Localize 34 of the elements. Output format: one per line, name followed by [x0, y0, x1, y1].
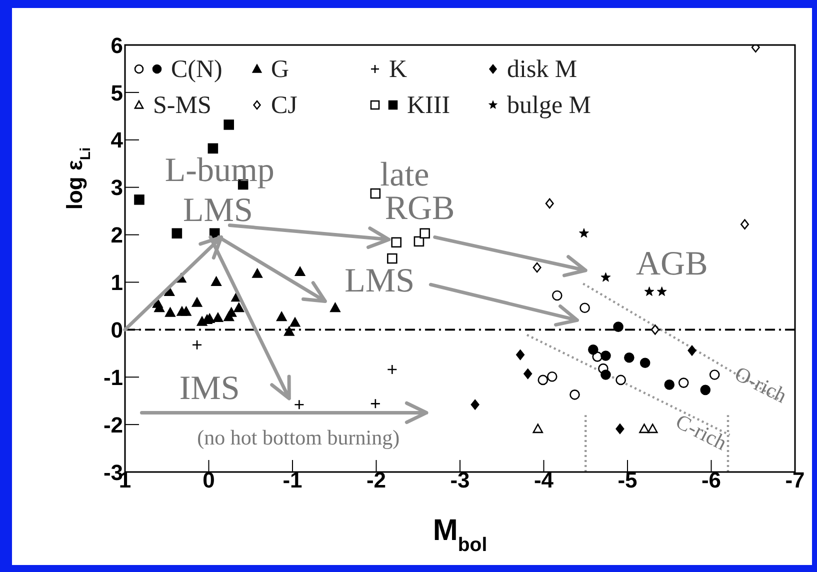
- x-tick-label: -3: [450, 468, 470, 493]
- y-tick-label: 1: [110, 270, 123, 296]
- annotation: (no hot bottom burning): [197, 426, 400, 450]
- legend-label: K: [389, 56, 408, 83]
- x-tick-label: -4: [534, 468, 554, 493]
- x-tick-label: -5: [618, 468, 638, 493]
- legend-label: S-MS: [153, 92, 212, 119]
- y-tick-label: 4: [110, 128, 124, 153]
- x-tick-label: 0: [202, 468, 215, 493]
- x-tick-label: -1: [282, 468, 302, 493]
- annotation: LMS: [183, 192, 253, 230]
- y-tick-label: 0: [110, 317, 123, 342]
- x-tick-label: -7: [785, 468, 805, 493]
- y-tick-label: -2: [103, 412, 123, 438]
- legend-label: CJ: [271, 92, 298, 119]
- y-tick-label: 6: [110, 32, 123, 58]
- legend-label: disk M: [507, 56, 578, 83]
- annotation: C-rich: [672, 409, 732, 456]
- legend-label: G: [271, 56, 290, 83]
- y-tick-label: 3: [110, 175, 123, 200]
- annotation: AGB: [636, 245, 708, 282]
- legend-label: KIII: [407, 92, 450, 119]
- y-tick-label: -1: [103, 364, 123, 390]
- legend-label: bulge M: [507, 92, 592, 119]
- legend-label: C(N): [171, 56, 222, 83]
- x-tick-label: -6: [701, 468, 722, 493]
- x-axis-title: M$_{bol}$: [432, 514, 488, 556]
- annotation: O-rich: [730, 362, 792, 408]
- annotation: LMS: [344, 262, 415, 300]
- y-tick-label: 5: [110, 80, 123, 106]
- x-tick-label: -2: [366, 468, 386, 493]
- annotation: IMS: [179, 370, 240, 408]
- annotation: L-bump: [164, 152, 274, 189]
- y-tick-label: 2: [110, 222, 123, 248]
